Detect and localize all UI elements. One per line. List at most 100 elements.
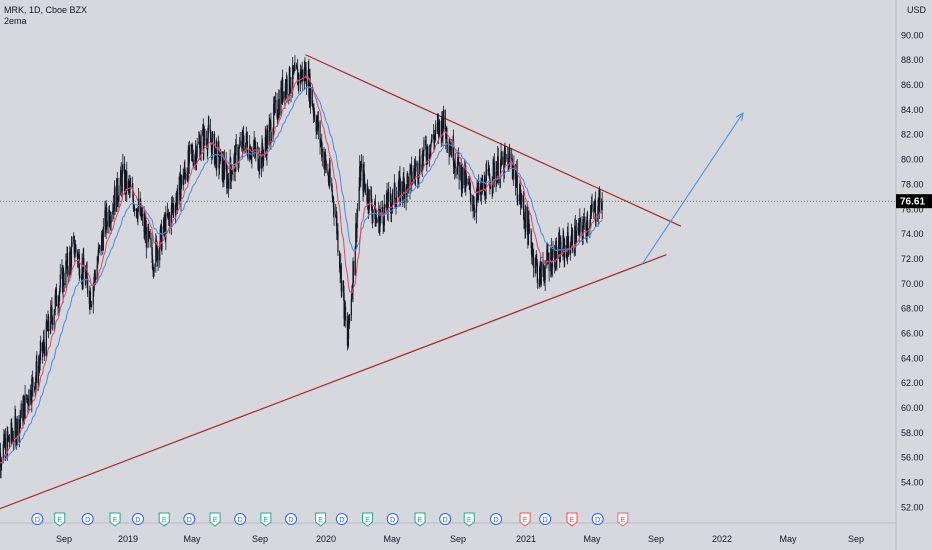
- candle-body: [196, 143, 198, 157]
- candle-body: [190, 145, 193, 152]
- candle-body: [436, 123, 438, 125]
- candle-body: [482, 181, 484, 192]
- candle-body: [117, 201, 119, 202]
- event-marker-dividend[interactable]: D: [183, 513, 196, 525]
- candle-body: [0, 453, 2, 468]
- candle-body: [26, 394, 28, 400]
- candle-body: [336, 215, 338, 235]
- candle-body: [403, 176, 405, 183]
- candle-body: [413, 168, 415, 180]
- candle-body: [535, 257, 537, 260]
- candle-body: [581, 222, 583, 233]
- candle-body: [589, 215, 592, 226]
- candle-body: [27, 398, 29, 405]
- ema-fast-line: [0, 75, 603, 464]
- event-marker-dividend[interactable]: D: [439, 513, 452, 525]
- candle-body: [168, 212, 170, 217]
- candle-body: [133, 207, 136, 211]
- candle-body: [492, 159, 494, 184]
- event-marker-earnings-green[interactable]: E: [158, 512, 170, 527]
- candle-body: [70, 246, 73, 267]
- event-marker-dividend[interactable]: D: [285, 513, 298, 525]
- candle-body: [53, 313, 55, 326]
- candle-body: [382, 213, 384, 225]
- candle-body: [435, 124, 437, 135]
- event-label: D: [493, 517, 498, 524]
- candle-body: [6, 431, 8, 459]
- candle-body: [375, 216, 377, 227]
- event-marker-dividend[interactable]: D: [31, 513, 44, 525]
- candle-body: [575, 230, 578, 243]
- candle-body: [108, 210, 111, 224]
- candle-body: [213, 133, 216, 164]
- event-marker-earnings-green[interactable]: E: [109, 512, 121, 527]
- candle-body: [333, 207, 335, 216]
- earnings-icon: [54, 512, 66, 527]
- candle-body: [180, 185, 182, 201]
- last-price-tag-bg: [896, 194, 932, 209]
- trendline[interactable]: [0, 254, 667, 512]
- event-marker-earnings-green[interactable]: E: [260, 512, 272, 527]
- trendline[interactable]: [305, 54, 682, 227]
- price-tick-label: 74.00: [901, 229, 924, 239]
- symbol-title: MRK, 1D, Cboe BZX: [4, 5, 87, 15]
- grid: [0, 0, 897, 550]
- event-marker-dividend[interactable]: D: [234, 513, 247, 525]
- candle-body: [235, 144, 237, 172]
- event-marker-earnings-green[interactable]: E: [362, 512, 374, 527]
- candle-body: [523, 220, 526, 223]
- event-marker-earnings-outline[interactable]: E: [617, 512, 629, 527]
- candle-body: [526, 206, 528, 228]
- event-marker-earnings-green[interactable]: E: [414, 512, 426, 527]
- event-marker-dividend[interactable]: D: [386, 513, 399, 525]
- price-axis[interactable]: 52.00 54.00 56.00 58.00 60.00 62.00 64.00 66.00…: [901, 30, 924, 512]
- candle-body: [39, 364, 41, 366]
- candle-body: [449, 148, 451, 154]
- event-label: E: [620, 517, 625, 524]
- candle-body: [249, 145, 251, 159]
- price-tick-label: 52.00: [901, 502, 924, 512]
- candle-body: [49, 329, 51, 331]
- candle-body: [403, 182, 406, 201]
- candle-body: [50, 306, 52, 330]
- event-marker-dividend[interactable]: D: [335, 513, 348, 525]
- event-marker-earnings-green[interactable]: E: [463, 512, 475, 527]
- candle-body: [528, 219, 530, 229]
- candle-body: [368, 189, 370, 210]
- candle-body: [583, 216, 585, 223]
- candle-body: [39, 351, 41, 365]
- event-marker-earnings-red[interactable]: E: [566, 512, 578, 527]
- event-marker-earnings-green[interactable]: E: [209, 512, 221, 527]
- earnings-icon: [463, 512, 475, 527]
- price-tick-label: 62.00: [901, 378, 924, 388]
- event-marker-earnings-green[interactable]: E: [315, 512, 327, 527]
- candle-body: [151, 238, 153, 256]
- candle-body: [90, 306, 92, 308]
- event-marker-dividend[interactable]: D: [81, 513, 94, 525]
- price-tick-label: 82.00: [901, 130, 924, 140]
- candle-body: [323, 162, 326, 169]
- event-marker-dividend[interactable]: D: [490, 513, 503, 525]
- candle-body: [112, 210, 114, 215]
- event-marker-earnings-red[interactable]: E: [519, 512, 531, 527]
- candle-body: [391, 203, 393, 207]
- candle-body: [288, 94, 290, 96]
- candle-body: [227, 175, 229, 180]
- event-marker-dividend[interactable]: D: [131, 513, 144, 525]
- candle-body: [429, 154, 431, 155]
- candle-body: [394, 183, 396, 203]
- event-label: E: [57, 517, 62, 524]
- event-marker-earnings-green[interactable]: E: [54, 512, 66, 527]
- candle-body: [430, 144, 432, 155]
- candle-body: [203, 128, 205, 152]
- dividend-icon: [591, 513, 604, 525]
- event-marker-dividend[interactable]: D: [591, 513, 604, 525]
- candle-body: [439, 120, 441, 127]
- time-axis[interactable]: Sep 2019 May Sep 2020 May Sep 2021 May Sep 2022 May…: [56, 534, 864, 544]
- event-marker-dividend[interactable]: D: [539, 513, 552, 525]
- candle-body: [86, 269, 88, 279]
- arrow-shaft[interactable]: [641, 112, 744, 265]
